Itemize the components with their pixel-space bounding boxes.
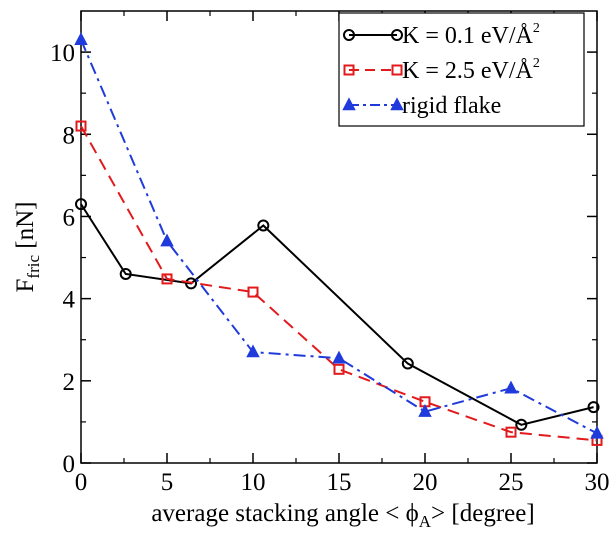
series-3-point — [160, 233, 174, 247]
series-1 — [75, 198, 600, 431]
series-2 — [75, 120, 603, 446]
series-2-point — [75, 120, 87, 132]
series-1-point — [119, 267, 132, 280]
legend-box — [338, 12, 585, 127]
x-axis-title: average stacking angle < ϕA> [degree] — [151, 500, 534, 531]
y-tick-label: 10 — [50, 40, 75, 67]
series-1-point — [515, 418, 528, 431]
series-3-point — [246, 344, 260, 358]
series-1-point — [185, 277, 198, 290]
legend-marker — [342, 97, 356, 111]
series-3-point — [332, 350, 346, 364]
legend-marker — [391, 29, 403, 41]
series-2-point — [161, 273, 173, 285]
y-axis-title: Ffric [nN] — [12, 202, 43, 293]
series-3-point — [504, 380, 518, 394]
x-tick-label: 10 — [241, 469, 266, 496]
x-tick-label: 20 — [413, 469, 438, 496]
series-3-point — [74, 32, 88, 46]
series-3 — [74, 32, 604, 439]
x-tick-label: 15 — [327, 469, 352, 496]
y-tick-label: 2 — [63, 369, 76, 396]
y-tick-label: 8 — [63, 122, 76, 149]
legend-marker — [343, 64, 355, 76]
y-tick-label: 4 — [63, 287, 76, 314]
series-3-point — [418, 404, 432, 417]
series-2-point — [247, 286, 259, 298]
series-1-line — [80, 203, 594, 426]
legend-label: K = 2.5 eV/Å2 — [402, 56, 540, 84]
series-1-point — [75, 198, 87, 211]
y-tick-label: 6 — [63, 204, 76, 231]
series-1-point — [401, 357, 414, 370]
legend-item-1: K = 0.1 eV/Å2 — [343, 21, 540, 49]
x-tick-label: 0 — [75, 469, 88, 496]
x-tick-label: 5 — [161, 469, 174, 496]
legend-item-2: K = 2.5 eV/Å2 — [343, 56, 540, 84]
series-2-line — [80, 125, 598, 442]
legend-marker — [343, 29, 355, 41]
series-2-point — [333, 363, 345, 375]
series-1-point — [587, 401, 600, 414]
x-tick-label: 25 — [499, 469, 524, 496]
series-3-point — [590, 425, 604, 439]
series-2-point — [505, 426, 517, 438]
legend-marker — [391, 64, 403, 76]
legend-item-3: rigid flake — [342, 93, 501, 119]
legend-label: rigid flake — [402, 93, 501, 119]
series-1-point — [257, 219, 270, 232]
x-tick-label: 30 — [585, 469, 610, 496]
y-tick-label: 0 — [63, 451, 76, 478]
legend-marker — [390, 97, 404, 111]
legend-label: K = 0.1 eV/Å2 — [402, 21, 540, 49]
